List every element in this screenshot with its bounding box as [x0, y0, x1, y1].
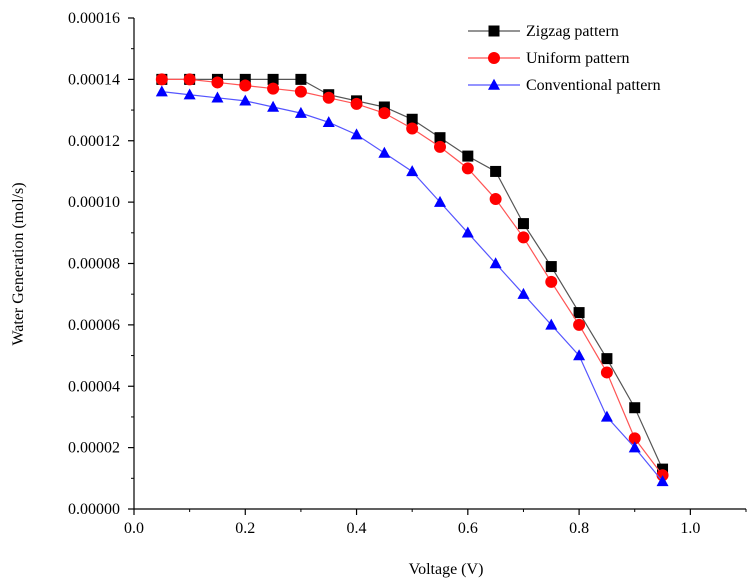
- y-tick-label: 0.00002: [68, 440, 120, 457]
- data-point: [574, 307, 585, 318]
- data-point: [517, 231, 529, 243]
- data-point: [351, 128, 363, 139]
- legend-entry: Zigzag pattern: [468, 23, 619, 40]
- y-tick-label: 0.00008: [68, 256, 120, 273]
- data-point: [462, 151, 473, 162]
- legend-entry: Uniform pattern: [468, 50, 630, 67]
- data-point: [295, 74, 306, 85]
- data-point: [295, 86, 307, 98]
- data-point: [546, 261, 557, 272]
- data-point: [156, 73, 168, 85]
- data-point: [156, 85, 168, 96]
- x-tick-label: 1.0: [680, 520, 700, 537]
- legend-marker: [488, 79, 500, 90]
- data-point: [211, 76, 223, 88]
- data-point: [545, 276, 557, 288]
- y-tick-label: 0.00012: [68, 133, 120, 150]
- data-point: [406, 122, 418, 134]
- data-point: [629, 402, 640, 413]
- data-point: [601, 366, 613, 378]
- x-tick-label: 0.2: [235, 520, 255, 537]
- data-point: [267, 83, 279, 95]
- series-conventional-pattern: [156, 85, 669, 486]
- legend-label: Uniform pattern: [526, 50, 630, 67]
- data-point: [518, 218, 529, 229]
- data-point: [462, 162, 474, 174]
- x-axis-title: Voltage (V): [409, 561, 484, 578]
- x-tick-label: 0.8: [569, 520, 589, 537]
- legend-label: Conventional pattern: [526, 77, 661, 94]
- series-uniform-pattern: [156, 73, 669, 481]
- y-tick-label: 0.00000: [68, 501, 120, 518]
- data-point: [601, 411, 613, 422]
- y-tick-label: 0.00004: [68, 378, 120, 395]
- data-point: [406, 165, 418, 176]
- legend-marker: [488, 52, 500, 64]
- data-point: [573, 319, 585, 331]
- y-axis-title: Water Generation (mol/s): [10, 182, 27, 345]
- legend: Zigzag pattern Uniform pattern Conventiona…: [468, 23, 661, 94]
- legend-label: Zigzag pattern: [526, 23, 619, 40]
- x-tick-label: 0.4: [347, 520, 367, 537]
- x-tick-label: 0.6: [458, 520, 478, 537]
- y-tick-label: 0.00014: [68, 71, 120, 88]
- series-line: [162, 92, 663, 482]
- legend-entry: Conventional pattern: [468, 77, 661, 94]
- legend-marker: [489, 26, 500, 37]
- data-point: [378, 107, 390, 119]
- x-tick-label: 0.0: [124, 520, 144, 537]
- y-tick-label: 0.00016: [68, 10, 120, 27]
- y-tick-label: 0.00010: [68, 194, 120, 211]
- series-line: [162, 79, 663, 469]
- data-point: [434, 141, 446, 153]
- series-line: [162, 79, 663, 475]
- data-point: [239, 80, 251, 92]
- data-point: [323, 92, 335, 104]
- data-point: [378, 147, 390, 158]
- series-layer: [156, 73, 669, 486]
- data-point: [490, 166, 501, 177]
- y-tick-label: 0.00006: [68, 317, 120, 334]
- data-point: [601, 353, 612, 364]
- data-point: [490, 193, 502, 205]
- data-point: [184, 73, 196, 85]
- data-point: [351, 98, 363, 110]
